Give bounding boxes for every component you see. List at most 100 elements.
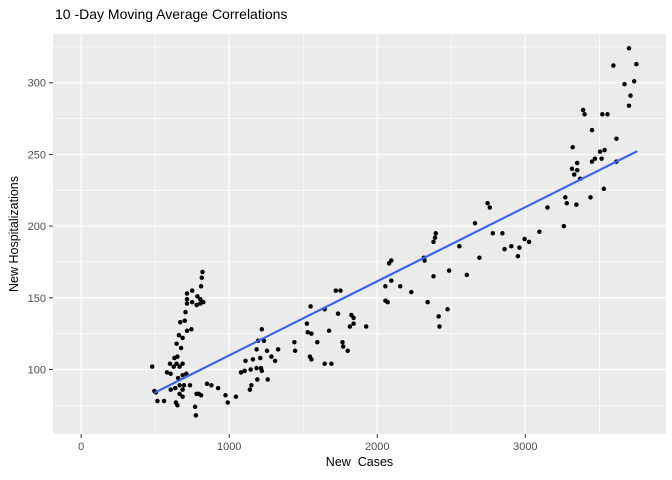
data-point bbox=[500, 231, 505, 236]
chart-title: 10 -Day Moving Average Correlations bbox=[55, 6, 288, 22]
data-point bbox=[180, 335, 185, 341]
data-point bbox=[582, 112, 587, 117]
data-point bbox=[223, 393, 228, 398]
data-point bbox=[436, 314, 441, 319]
data-point bbox=[180, 361, 185, 366]
y-tick-labels: 100 150 200 250 300 bbox=[28, 78, 46, 377]
data-point bbox=[258, 355, 263, 361]
data-point bbox=[333, 288, 339, 293]
data-point bbox=[592, 156, 598, 161]
data-point bbox=[626, 46, 632, 51]
data-point bbox=[176, 332, 182, 338]
data-point bbox=[189, 327, 194, 332]
data-point bbox=[250, 357, 256, 362]
data-point bbox=[457, 243, 462, 249]
data-point bbox=[340, 339, 345, 345]
data-point bbox=[184, 301, 190, 306]
data-point bbox=[445, 307, 450, 312]
data-point bbox=[409, 289, 414, 295]
data-point bbox=[269, 354, 274, 359]
data-point bbox=[522, 236, 527, 242]
data-point bbox=[340, 344, 346, 349]
data-point bbox=[225, 400, 230, 405]
data-point bbox=[537, 229, 542, 235]
data-point bbox=[385, 299, 390, 305]
data-point bbox=[588, 195, 593, 200]
data-point bbox=[563, 195, 568, 200]
data-point bbox=[242, 368, 247, 374]
data-point bbox=[198, 284, 204, 289]
data-point bbox=[351, 321, 356, 326]
data-point bbox=[432, 235, 438, 240]
data-point bbox=[259, 368, 265, 374]
data-point bbox=[509, 243, 514, 249]
data-point bbox=[198, 296, 203, 302]
data-point bbox=[254, 365, 259, 371]
data-point bbox=[634, 61, 639, 67]
data-point bbox=[574, 167, 580, 173]
data-point bbox=[189, 299, 195, 305]
data-point bbox=[433, 231, 439, 236]
y-tick-label: 250 bbox=[28, 149, 46, 161]
x-axis-title: New Cases bbox=[325, 455, 394, 469]
data-point bbox=[574, 202, 579, 207]
data-point bbox=[275, 347, 281, 352]
data-point bbox=[247, 387, 253, 392]
data-point bbox=[329, 361, 334, 366]
data-point bbox=[431, 239, 436, 245]
data-point bbox=[545, 205, 550, 210]
data-point bbox=[182, 318, 188, 323]
data-point bbox=[605, 112, 610, 117]
data-point bbox=[187, 383, 193, 388]
data-point bbox=[389, 278, 394, 283]
data-point bbox=[172, 385, 178, 391]
panel-background bbox=[53, 34, 666, 434]
data-point bbox=[309, 357, 314, 362]
data-point bbox=[464, 272, 470, 278]
data-point bbox=[304, 321, 310, 326]
data-point bbox=[200, 269, 205, 275]
data-point bbox=[178, 319, 183, 325]
data-point bbox=[517, 245, 522, 250]
data-point bbox=[526, 239, 532, 245]
data-point bbox=[611, 63, 616, 68]
minor-gridlines bbox=[53, 34, 666, 434]
data-point bbox=[194, 302, 199, 308]
x-tick-label: 3000 bbox=[513, 441, 537, 453]
data-point bbox=[383, 284, 388, 289]
data-point bbox=[308, 304, 313, 309]
data-point bbox=[215, 385, 221, 391]
data-point bbox=[243, 358, 248, 364]
data-point bbox=[614, 136, 619, 141]
data-point bbox=[600, 112, 605, 117]
data-point bbox=[571, 172, 577, 177]
data-point bbox=[259, 327, 265, 332]
data-point bbox=[174, 341, 179, 346]
data-point bbox=[589, 127, 595, 133]
y-tick-label: 100 bbox=[28, 364, 46, 376]
data-point bbox=[249, 383, 254, 388]
data-point bbox=[345, 348, 350, 354]
data-point bbox=[601, 186, 607, 192]
y-tick-label: 300 bbox=[28, 78, 46, 90]
data-point bbox=[199, 275, 205, 280]
data-point bbox=[564, 200, 570, 206]
data-point bbox=[255, 377, 260, 382]
data-point bbox=[574, 160, 580, 166]
data-point bbox=[305, 329, 310, 335]
y-tick-label: 150 bbox=[28, 293, 46, 305]
data-point bbox=[155, 398, 160, 404]
data-point bbox=[292, 339, 297, 345]
data-point bbox=[315, 339, 320, 345]
data-point bbox=[351, 315, 356, 321]
data-point bbox=[309, 331, 314, 336]
data-point bbox=[254, 347, 259, 352]
data-point bbox=[292, 348, 298, 354]
x-tick-labels: 0 1000 2000 3000 bbox=[78, 441, 538, 453]
data-point bbox=[335, 311, 341, 316]
data-point bbox=[184, 291, 190, 296]
data-point bbox=[177, 391, 182, 397]
y-axis-title: New Hospitalizations bbox=[7, 175, 21, 293]
